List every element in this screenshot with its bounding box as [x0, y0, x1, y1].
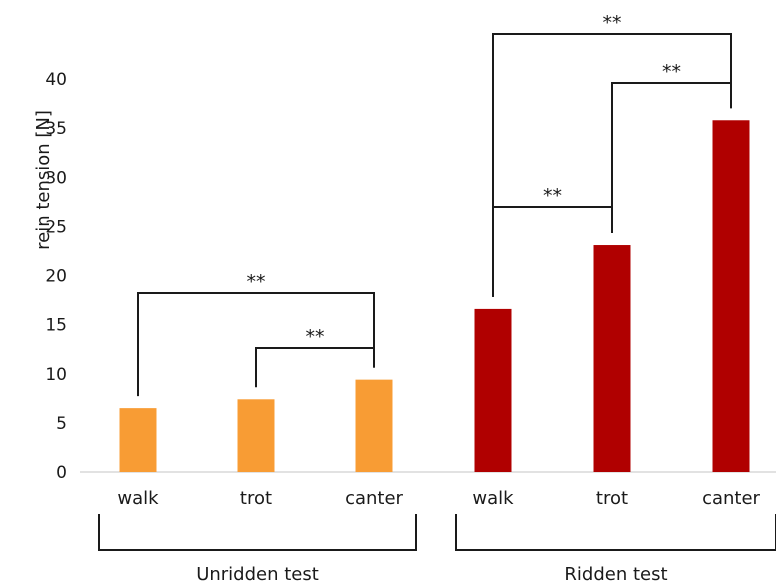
group-bracket: [98, 514, 417, 551]
group-label: Ridden test: [564, 564, 667, 581]
y-tick-label: 30: [45, 168, 67, 188]
significance-bracket: [255, 347, 375, 388]
bar-unridden-walk: [119, 408, 157, 472]
y-tick-label: 10: [45, 365, 67, 385]
bar-unridden-trot: [237, 399, 275, 472]
y-tick-label: 40: [45, 70, 67, 90]
group-label: Unridden test: [196, 564, 319, 581]
bar-ridden-trot: [593, 245, 631, 472]
x-tick-label: canter: [345, 488, 403, 509]
significance-bracket: [137, 292, 375, 397]
group-bracket: [455, 514, 776, 551]
bar-ridden-walk: [474, 308, 512, 472]
y-tick-label: 25: [45, 217, 67, 237]
bar-unridden-canter: [355, 379, 393, 472]
significance-label: **: [543, 185, 562, 207]
bar-ridden-canter: [712, 120, 750, 472]
y-tick-label: 0: [56, 463, 67, 483]
y-axis-label: rein tension [N]: [33, 110, 54, 250]
y-tick-label: 15: [45, 316, 67, 336]
x-tick-label: trot: [240, 488, 272, 509]
significance-label: **: [662, 61, 681, 83]
y-tick-label: 5: [56, 414, 67, 434]
y-tick-label: 35: [45, 119, 67, 139]
x-tick-label: walk: [117, 488, 159, 509]
significance-label: **: [603, 12, 622, 34]
x-tick-label: trot: [596, 488, 628, 509]
x-tick-label: canter: [702, 488, 760, 509]
x-tick-label: walk: [472, 488, 514, 509]
significance-label: **: [306, 326, 325, 348]
significance-label: **: [247, 271, 266, 293]
significance-bracket: [492, 33, 732, 297]
y-tick-label: 20: [45, 267, 67, 287]
